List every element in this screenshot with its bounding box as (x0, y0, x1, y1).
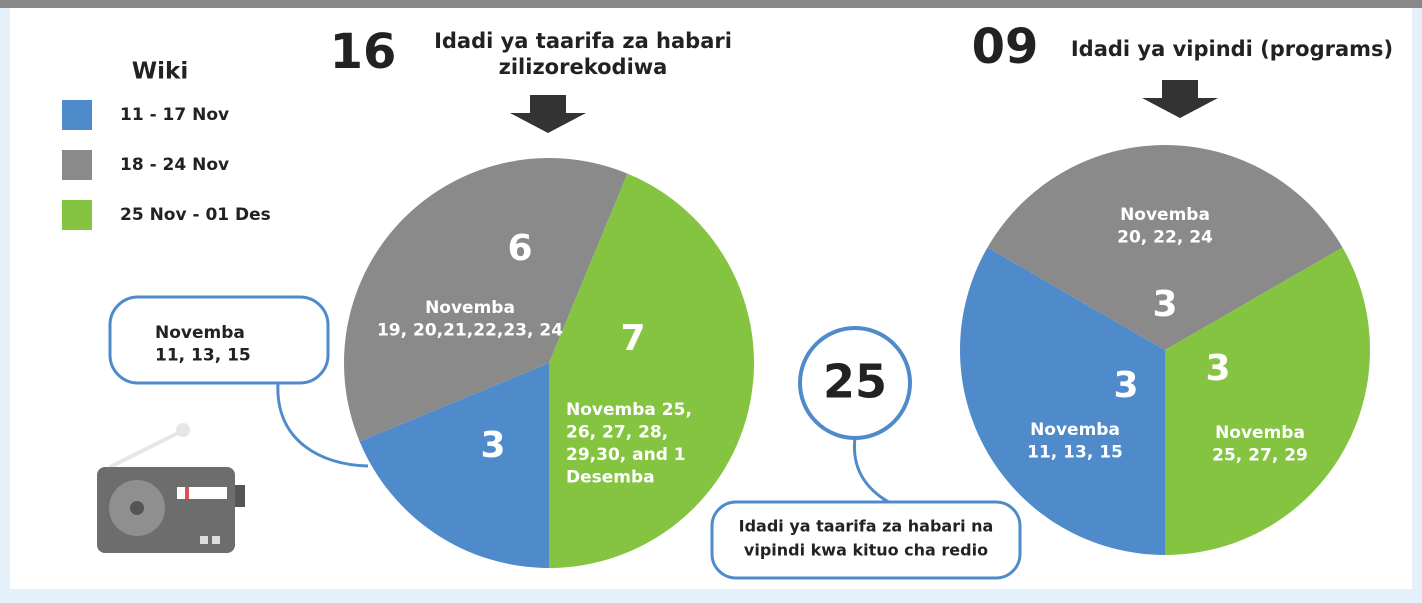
total: 09 (972, 19, 1039, 75)
slice-note: Novemba (1120, 205, 1210, 225)
pie-slice (359, 363, 549, 568)
pie-slice (1165, 247, 1370, 555)
radio-icon (97, 423, 245, 553)
legend-swatch (62, 200, 92, 230)
slice-value: 3 (480, 425, 505, 466)
slice-value: 3 (1205, 348, 1230, 389)
slice-note: 20, 22, 24 (1117, 228, 1213, 248)
slice-note: Novemba (155, 323, 245, 343)
annotation-text: Idadi ya taarifa za habari na (739, 517, 994, 536)
legend-label: 11 - 17 Nov (120, 105, 229, 125)
chart-title: Idadi ya vipindi (programs) (1071, 37, 1393, 61)
annotation-box (710, 500, 1022, 580)
arrow (1142, 80, 1218, 118)
slice-note: 11, 13, 15 (155, 346, 251, 366)
slice-value: 6 (507, 228, 532, 269)
slice-note: Novemba 25, (566, 400, 692, 420)
slice-note: Novemba (1030, 420, 1120, 440)
slice-note: Novemba (425, 298, 515, 318)
legend-swatch (62, 100, 92, 130)
legend-label: 18 - 24 Nov (120, 155, 229, 175)
slice-note: 25, 27, 29 (1212, 446, 1308, 466)
total: 16 (330, 24, 397, 80)
top-bar (0, 0, 1422, 8)
annotation-value: 25 (823, 355, 887, 409)
slice-value: 3 (1152, 284, 1177, 325)
slice-note: 26, 27, 28, (566, 423, 668, 443)
pie-slice (344, 157, 628, 442)
callout-box (108, 295, 330, 385)
pie-slice (960, 247, 1165, 555)
chart-title: Idadi ya taarifa za habari (434, 29, 732, 53)
arrow (510, 95, 586, 133)
slice-value: 3 (1113, 365, 1138, 406)
slice-note: Novemba (1215, 423, 1305, 443)
annotation-circle (798, 326, 912, 440)
annotation-text: vipindi kwa kituo cha redio (744, 541, 988, 560)
pie-slice (549, 173, 755, 569)
legend-title: Wiki (132, 59, 188, 85)
slice-note: Desemba (566, 468, 655, 488)
legend-swatch (62, 150, 92, 180)
slice-note: 19, 20,21,22,23, 24 (377, 321, 563, 341)
callout-line (276, 382, 369, 468)
chart-title: zilizorekodiwa (499, 55, 668, 79)
slice-value: 7 (620, 318, 645, 359)
slice-note: 11, 13, 15 (1027, 443, 1123, 463)
legend-label: 25 Nov - 01 Des (120, 205, 271, 225)
slice-note: 29,30, and 1 (566, 445, 686, 465)
